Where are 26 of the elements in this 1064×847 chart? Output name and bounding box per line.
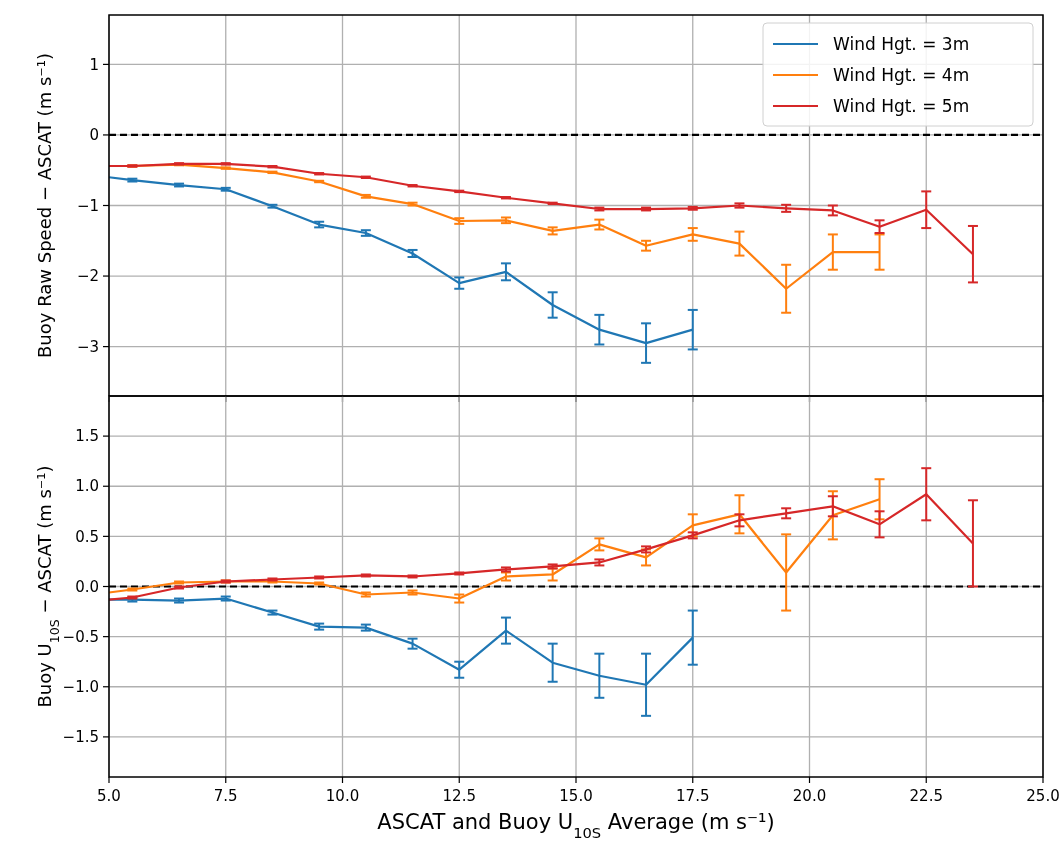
y-tick-label: −0.5 (62, 627, 99, 646)
y-tick-label: 1 (89, 55, 99, 74)
x-tick-label: 25.0 (1026, 787, 1060, 805)
legend-label: Wind Hgt. = 3m (833, 33, 970, 54)
y-tick-label: −2 (76, 267, 99, 286)
x-tick-label: 15.0 (559, 787, 593, 805)
legend-label: Wind Hgt. = 4m (833, 64, 970, 85)
y-axis-title: Buoy Raw Speed − ASCAT (m s⁻¹) (34, 52, 55, 359)
y-tick-label: −1.0 (62, 678, 99, 697)
y-tick-label: 0 (89, 126, 99, 145)
y-tick-label: 0.0 (75, 577, 99, 596)
x-tick-label: 5.0 (97, 787, 121, 805)
x-tick-label: 22.5 (909, 787, 943, 805)
y-tick-label: 1.5 (75, 427, 99, 446)
y-tick-label: −3 (76, 337, 99, 356)
x-tick-label: 17.5 (676, 787, 710, 805)
legend-label: Wind Hgt. = 5m (833, 95, 970, 116)
x-tick-label: 10.0 (325, 787, 360, 805)
y-tick-label: −1.5 (62, 728, 99, 747)
y-tick-label: 0.5 (75, 527, 99, 546)
x-tick-label: 12.5 (442, 787, 476, 805)
y-tick-label: −1 (76, 196, 99, 215)
x-axis-title: ASCAT and Buoy U$_{10S}$ Average (m s⁻¹) (377, 810, 775, 841)
x-tick-label: 20.0 (792, 787, 827, 805)
y-tick-label: 1.0 (75, 477, 99, 496)
x-tick-label: 7.5 (213, 787, 238, 805)
